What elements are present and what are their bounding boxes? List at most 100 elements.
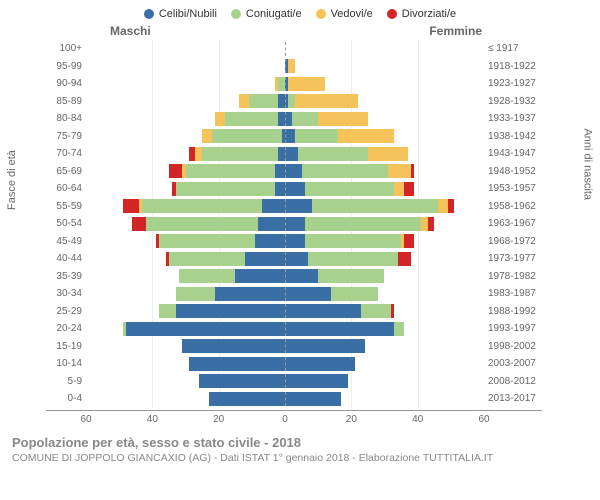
bar-segment [368,147,408,161]
bar-segment [388,164,411,178]
bar-segment [331,287,377,301]
age-label: 75-79 [46,131,86,142]
bar-segment [169,252,245,266]
age-label: 55-59 [46,201,86,212]
center-line [285,147,286,161]
bar-segment [361,304,391,318]
bar-segment [295,129,338,143]
bar-segment [245,252,285,266]
age-label: 65-69 [46,166,86,177]
female-title: Femmine [429,24,482,38]
age-label: 80-84 [46,113,86,124]
bar-segment [421,217,428,231]
chart-rows: 100+≤ 191795-991918-192290-941923-192785… [46,40,542,408]
bar-segment [278,112,285,126]
age-label: 85-89 [46,96,86,107]
row-bars [86,42,484,56]
bar-segment [209,392,285,406]
row-bars [86,392,484,406]
bar-segment [225,112,278,126]
birth-year-label: 1983-1987 [484,288,542,299]
bar-segment [285,287,331,301]
birth-year-label: ≤ 1917 [484,43,542,54]
legend-swatch [316,9,326,19]
age-row: 100+≤ 1917 [46,40,542,58]
center-line [285,94,286,108]
bar-segment [285,304,361,318]
row-bars [86,129,484,143]
legend-item: Vedovi/e [316,8,373,20]
center-line [285,217,286,231]
legend-label: Coniugati/e [246,8,302,20]
bar-segment [159,304,176,318]
bar-segment [285,357,355,371]
row-bars [86,322,484,336]
bar-segment [312,199,438,213]
center-line [285,112,286,126]
age-label: 30-34 [46,288,86,299]
age-row: 45-491968-1972 [46,233,542,251]
birth-year-label: 1988-1992 [484,306,542,317]
bar-segment [305,234,401,248]
bar-segment [159,234,255,248]
bar-segment [235,269,285,283]
bar-segment [285,234,305,248]
x-tick: 20 [213,414,224,425]
birth-year-label: 2013-2017 [484,393,542,404]
row-bars [86,287,484,301]
bar-segment [189,147,196,161]
bar-segment [176,304,285,318]
population-pyramid-chart: Celibi/Nubili Coniugati/e Vedovi/e Divorzia… [0,0,600,500]
row-bars [86,147,484,161]
row-bars [86,339,484,353]
row-bars [86,304,484,318]
bar-segment [262,199,285,213]
birth-year-label: 1973-1977 [484,253,542,264]
age-label: 20-24 [46,323,86,334]
center-line [285,252,286,266]
bar-segment [295,94,358,108]
row-bars [86,94,484,108]
legend-item: Celibi/Nubili [144,8,217,20]
x-tick: 60 [80,414,91,425]
row-bars [86,374,484,388]
age-label: 35-39 [46,271,86,282]
bar-segment [298,147,368,161]
center-line [285,77,286,91]
bar-segment [318,269,384,283]
age-label: 10-14 [46,358,86,369]
bar-segment [288,94,295,108]
birth-year-label: 1978-1982 [484,271,542,282]
bar-segment [285,129,295,143]
bar-segment [199,374,285,388]
center-line [285,129,286,143]
birth-year-label: 1968-1972 [484,236,542,247]
bar-segment [285,339,365,353]
center-line [285,59,286,73]
bar-segment [169,164,182,178]
age-row: 70-741943-1947 [46,145,542,163]
bar-segment [391,304,394,318]
bar-segment [176,182,276,196]
bar-segment [285,217,305,231]
birth-year-label: 1943-1947 [484,148,542,159]
birth-year-label: 1938-1942 [484,131,542,142]
legend-label: Divorziati/e [402,8,456,20]
x-tick: 20 [346,414,357,425]
bar-segment [448,199,455,213]
gender-titles: Maschi Femmine [0,24,600,40]
bar-segment [288,59,295,73]
row-bars [86,164,484,178]
row-bars [86,269,484,283]
age-row: 25-291988-1992 [46,303,542,321]
row-bars [86,112,484,126]
bar-segment [123,199,140,213]
age-label: 40-44 [46,253,86,264]
age-row: 40-44 1973-1977 [46,250,542,268]
legend-swatch [231,9,241,19]
y-axis-left-title: Fasce di età [6,150,18,210]
center-line [285,374,286,388]
bar-segment [275,182,285,196]
age-label: 50-54 [46,218,86,229]
bar-segment [278,94,285,108]
